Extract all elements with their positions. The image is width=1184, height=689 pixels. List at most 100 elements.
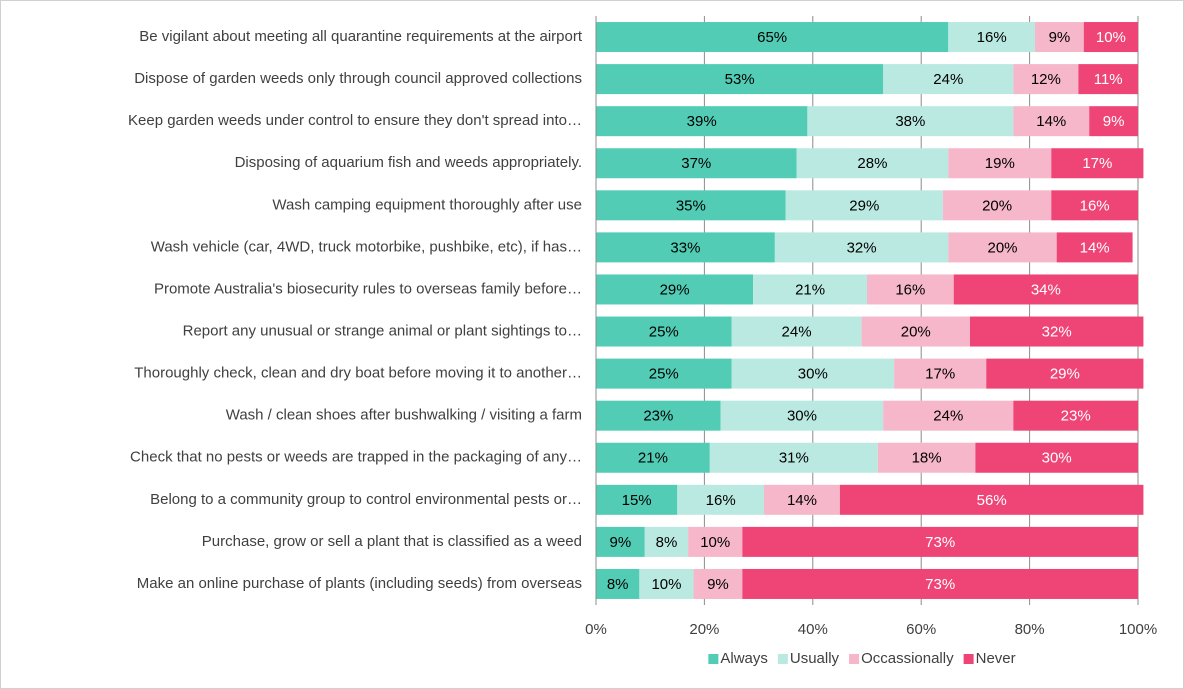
bar-segment bbox=[986, 358, 1144, 389]
y-tick-label: Be vigilant about meeting all quarantine… bbox=[139, 28, 583, 45]
bar-segment bbox=[796, 148, 949, 179]
data-label: 10% bbox=[1096, 29, 1126, 46]
data-label: 20% bbox=[987, 239, 1017, 256]
bar-segment bbox=[731, 316, 862, 347]
data-label: 23% bbox=[1061, 408, 1091, 425]
data-label: 18% bbox=[912, 450, 942, 467]
bar-segment bbox=[693, 568, 743, 599]
bar-segment bbox=[839, 484, 1144, 515]
bar-segment bbox=[596, 106, 808, 137]
data-label: 9% bbox=[1049, 29, 1071, 46]
data-label: 9% bbox=[1103, 113, 1125, 130]
y-tick-label: Belong to a community group to control e… bbox=[150, 491, 582, 508]
data-label: 35% bbox=[676, 197, 706, 214]
bar-segment bbox=[953, 274, 1138, 305]
x-tick-label: 80% bbox=[1015, 621, 1045, 638]
bar-segment bbox=[894, 358, 987, 389]
bar-segment bbox=[1078, 64, 1138, 95]
bar-segment bbox=[1051, 148, 1144, 179]
bar-segment bbox=[1013, 106, 1090, 137]
data-label: 15% bbox=[622, 492, 652, 509]
legend-label: Occassionally bbox=[861, 650, 954, 667]
data-label: 21% bbox=[795, 281, 825, 298]
legend-label: Never bbox=[976, 650, 1016, 667]
bar-segment bbox=[709, 442, 878, 473]
data-label: 12% bbox=[1031, 71, 1061, 88]
bar-segment bbox=[596, 64, 884, 95]
data-label: 31% bbox=[779, 450, 809, 467]
data-label: 25% bbox=[649, 366, 679, 383]
bar-segment bbox=[948, 22, 1036, 53]
data-label: 14% bbox=[1080, 239, 1110, 256]
legend-swatch bbox=[963, 654, 974, 664]
data-label: 16% bbox=[895, 281, 925, 298]
y-tick-label: Dispose of garden weeds only through cou… bbox=[134, 70, 582, 87]
bar-segment bbox=[969, 316, 1144, 347]
data-label: 38% bbox=[895, 113, 925, 130]
x-tick-label: 0% bbox=[585, 621, 607, 638]
data-label: 14% bbox=[787, 492, 817, 509]
data-label: 16% bbox=[977, 29, 1007, 46]
data-label: 9% bbox=[610, 534, 632, 551]
y-tick-label: Report any unusual or strange animal or … bbox=[183, 323, 582, 340]
bar-segment bbox=[942, 190, 1052, 221]
bar-segment bbox=[883, 400, 1014, 431]
data-label: 17% bbox=[925, 366, 955, 383]
y-tick-label: Make an online purchase of plants (inclu… bbox=[137, 575, 582, 592]
legend-label: Always bbox=[720, 650, 768, 667]
bar-segment bbox=[742, 568, 1138, 599]
bar-segment bbox=[1013, 400, 1138, 431]
bar-segment bbox=[861, 316, 970, 347]
bar-segment bbox=[596, 190, 786, 221]
data-label: 10% bbox=[700, 534, 730, 551]
bar-segment bbox=[764, 484, 840, 515]
data-label: 23% bbox=[643, 408, 673, 425]
data-label: 9% bbox=[707, 576, 729, 593]
data-label: 8% bbox=[656, 534, 678, 551]
data-label: 30% bbox=[1042, 450, 1072, 467]
x-tick-label: 40% bbox=[798, 621, 828, 638]
data-label: 30% bbox=[787, 408, 817, 425]
y-tick-label: Purchase, grow or sell a plant that is c… bbox=[202, 533, 582, 550]
data-label: 16% bbox=[706, 492, 736, 509]
data-label: 25% bbox=[649, 324, 679, 341]
bar-segment bbox=[596, 22, 949, 53]
data-label: 65% bbox=[757, 29, 787, 46]
bar-segment bbox=[596, 568, 640, 599]
data-label: 32% bbox=[847, 239, 877, 256]
bar-segment bbox=[596, 274, 754, 305]
data-label: 21% bbox=[638, 450, 668, 467]
legend-swatch bbox=[777, 654, 788, 664]
bar-segment bbox=[742, 526, 1138, 557]
y-tick-label: Check that no pests or weeds are trapped… bbox=[130, 449, 582, 466]
y-tick-label: Promote Australia's biosecurity rules to… bbox=[154, 280, 582, 297]
legend-swatch bbox=[849, 654, 860, 664]
bar-segment bbox=[596, 148, 797, 179]
bar-segment bbox=[596, 400, 721, 431]
legend-label: Usually bbox=[790, 650, 840, 667]
y-tick-label: Wash / clean shoes after bushwalking / v… bbox=[226, 407, 582, 424]
data-label: 8% bbox=[607, 576, 629, 593]
bar-segment bbox=[596, 316, 732, 347]
y-tick-label: Wash camping equipment thoroughly after … bbox=[272, 196, 582, 213]
y-tick-label: Keep garden weeds under control to ensur… bbox=[128, 112, 582, 129]
y-tick-label: Wash vehicle (car, 4WD, truck motorbike,… bbox=[151, 238, 582, 255]
bar-segment bbox=[596, 232, 775, 263]
bar-segment bbox=[596, 484, 678, 515]
data-label: 10% bbox=[651, 576, 681, 593]
data-label: 14% bbox=[1036, 113, 1066, 130]
bar-segment bbox=[731, 358, 895, 389]
data-label: 33% bbox=[670, 239, 700, 256]
bar-segment bbox=[883, 64, 1014, 95]
bar-segment bbox=[1013, 64, 1079, 95]
data-label: 53% bbox=[725, 71, 755, 88]
data-label: 29% bbox=[849, 197, 879, 214]
bar-segment bbox=[867, 274, 954, 305]
data-label: 24% bbox=[933, 71, 963, 88]
data-label: 19% bbox=[985, 155, 1015, 172]
bar-segment bbox=[975, 442, 1138, 473]
x-tick-label: 20% bbox=[689, 621, 719, 638]
data-label: 29% bbox=[1050, 366, 1080, 383]
bar-segment bbox=[720, 400, 884, 431]
bar-segment bbox=[688, 526, 743, 557]
